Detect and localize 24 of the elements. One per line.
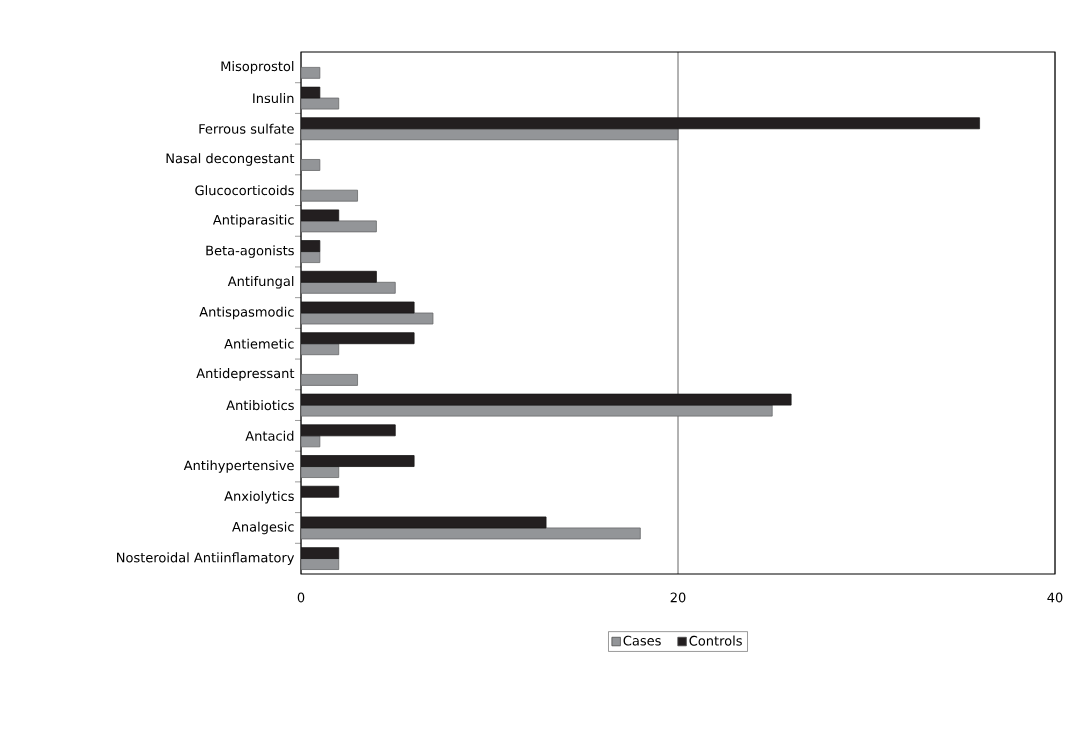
x-tick-label: 40 <box>1047 592 1063 603</box>
x-tick-label: 0 <box>297 592 305 603</box>
bar <box>301 128 679 141</box>
y-tick-label: Antifungal <box>227 276 294 289</box>
x-tick-label: 20 <box>670 592 686 603</box>
bar <box>301 281 396 294</box>
y-tick-label: Insulin <box>253 93 294 104</box>
y-tick-label: Antiparasitic <box>212 214 294 228</box>
y-tick-label: Antacid <box>245 430 294 441</box>
y-tick-label: Antiemetic <box>224 338 294 349</box>
y-tick-label: Nasal decongestant <box>166 153 295 166</box>
y-tick-label: Antidepressant <box>196 368 295 381</box>
legend-label: Controls <box>689 635 742 646</box>
y-tick-label: Analgesic <box>232 521 294 535</box>
y-tick-label: Antispasmodic <box>199 306 294 320</box>
y-tick-label: Misoprostol <box>221 61 294 74</box>
y-tick-label: Ferrous sulfate <box>199 123 294 134</box>
y-tick-label: Nosteroidal Antiinflamatory <box>117 552 295 565</box>
y-tick-label: Antihypertensive <box>183 460 294 473</box>
legend-label: Cases <box>623 635 661 646</box>
y-tick-label: Glucocorticoids <box>195 185 294 196</box>
y-tick-label: Anxiolytics <box>224 490 294 504</box>
y-tick-label: Beta-agonists <box>206 245 294 258</box>
y-tick-label: Antibiotics <box>226 400 294 411</box>
